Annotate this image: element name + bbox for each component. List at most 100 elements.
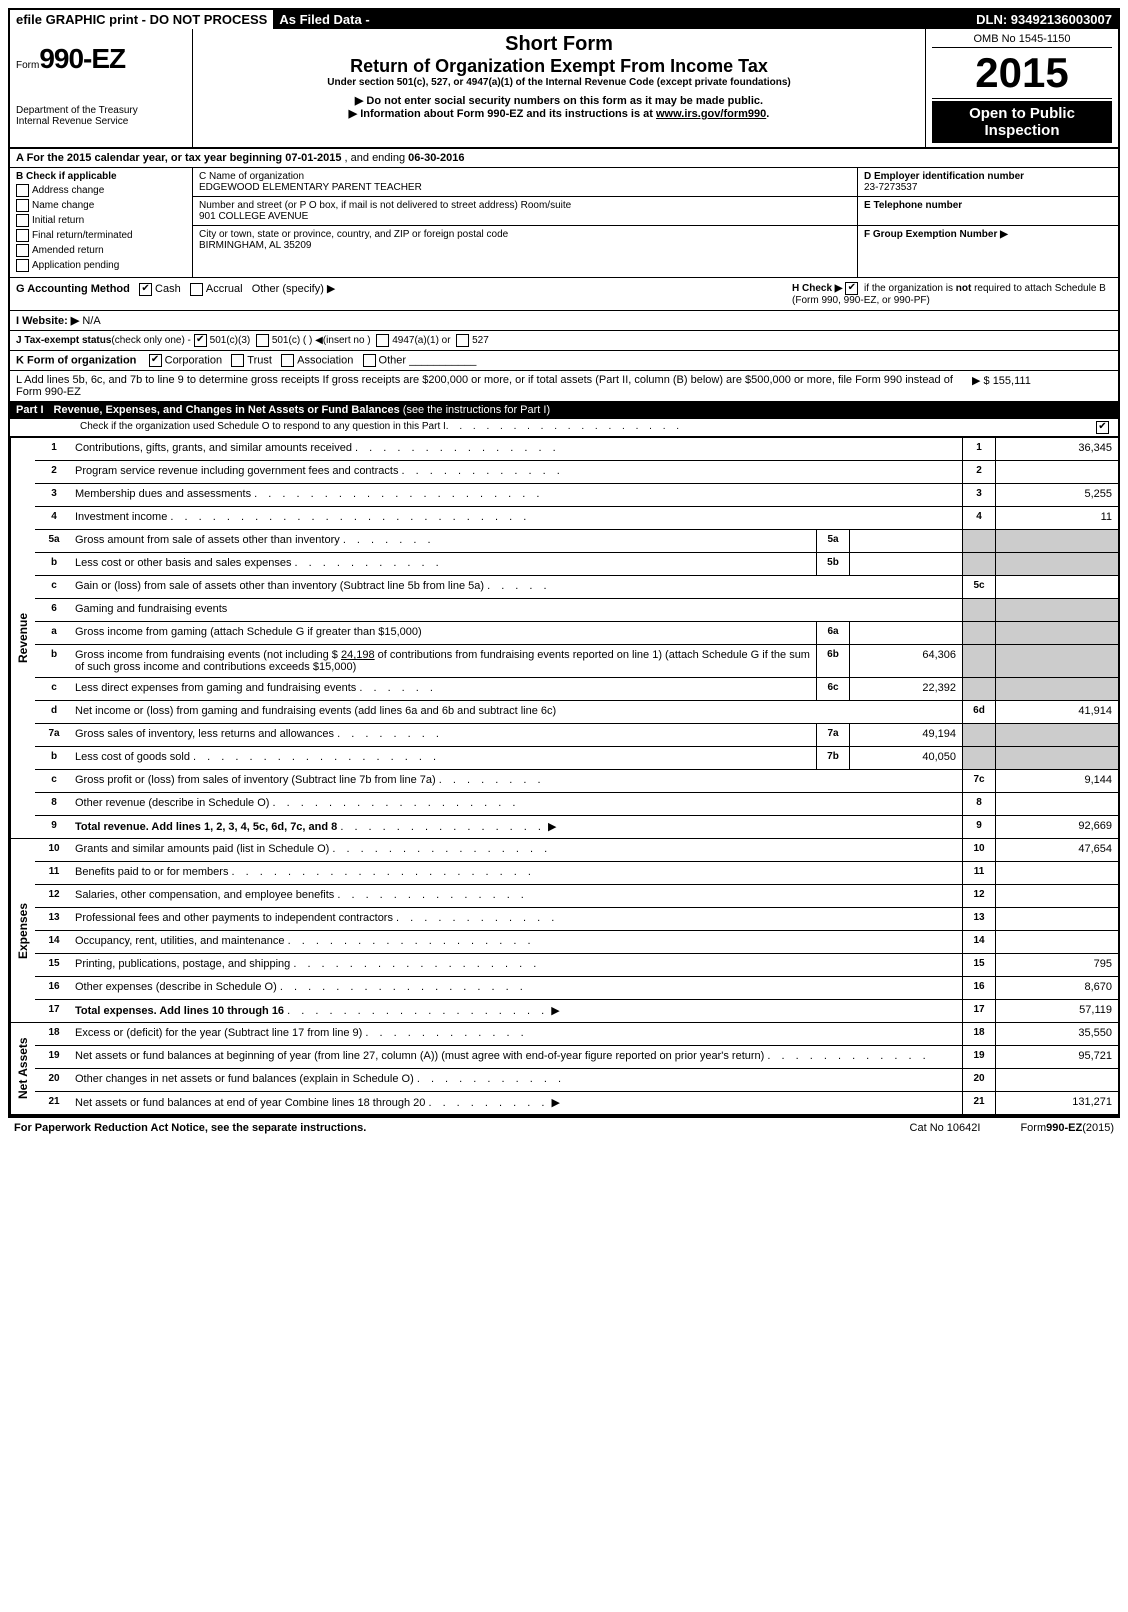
col-c-org: C Name of organization EDGEWOOD ELEMENTA… [193, 168, 858, 277]
line-2: 2Program service revenue including gover… [35, 461, 1118, 484]
omb-number: OMB No 1545-1150 [932, 33, 1112, 48]
chk-address-change[interactable] [16, 184, 29, 197]
chk-initial-return[interactable] [16, 214, 29, 227]
line-12: 12Salaries, other compensation, and empl… [35, 885, 1118, 908]
row-h-schedule-b: H Check ▶ ✔ if the organization is not r… [792, 282, 1112, 306]
line-18: 18Excess or (deficit) for the year (Subt… [35, 1023, 1118, 1046]
col-b-header: B Check if applicable [16, 171, 186, 182]
chk-pending[interactable] [16, 259, 29, 272]
line-15: 15Printing, publications, postage, and s… [35, 954, 1118, 977]
row-a-tax-year: A For the 2015 calendar year, or tax yea… [10, 149, 1118, 168]
chk-501c3[interactable]: ✔ [194, 334, 207, 347]
row-i-website: I Website: ▶ N/A [10, 311, 1118, 331]
chk-corporation[interactable]: ✔ [149, 354, 162, 367]
header-left: Form990-EZ Department of the Treasury In… [10, 29, 193, 147]
bullet-1: ▶ Do not enter social security numbers o… [199, 94, 919, 107]
row-g-accounting: G Accounting Method ✔Cash Accrual Other … [10, 278, 1118, 311]
irs: Internal Revenue Service [16, 116, 186, 127]
row-j-tax-exempt: J Tax-exempt status(check only one) - ✔5… [10, 331, 1118, 351]
part-1-subheader: Check if the organization used Schedule … [10, 419, 1118, 437]
header-mid: Short Form Return of Organization Exempt… [193, 29, 926, 147]
topbar-dln: DLN: 93492136003007 [970, 10, 1118, 29]
row-k-form-org: K Form of organization ✔Corporation Trus… [10, 351, 1118, 371]
chk-name-change[interactable] [16, 199, 29, 212]
group-exemption-label: F Group Exemption Number ▶ [864, 229, 1112, 240]
form-number: 990-EZ [39, 43, 125, 74]
line-7a: 7aGross sales of inventory, less returns… [35, 724, 1118, 747]
topbar-asfiled: As Filed Data - [273, 10, 375, 29]
line-3: 3Membership dues and assessments . . . .… [35, 484, 1118, 507]
line-7b: bLess cost of goods sold . . . . . . . .… [35, 747, 1118, 770]
chk-4947[interactable] [376, 334, 389, 347]
row-l-gross-receipts: L Add lines 5b, 6c, and 7b to line 9 to … [10, 371, 1118, 401]
addr: 901 COLLEGE AVENUE [199, 211, 851, 222]
line-8: 8Other revenue (describe in Schedule O) … [35, 793, 1118, 816]
line-5a: 5aGross amount from sale of assets other… [35, 530, 1118, 553]
line-6b: bGross income from fundraising events (n… [35, 645, 1118, 678]
footer: For Paperwork Reduction Act Notice, see … [8, 1116, 1120, 1138]
chk-trust[interactable] [231, 354, 244, 367]
tax-year: 2015 [932, 48, 1112, 99]
header: Form990-EZ Department of the Treasury In… [10, 29, 1118, 149]
line-4: 4Investment income . . . . . . . . . . .… [35, 507, 1118, 530]
line-9: 9Total revenue. Add lines 1, 2, 3, 4, 5c… [35, 816, 1118, 838]
line-6d: dNet income or (loss) from gaming and fu… [35, 701, 1118, 724]
footer-catno: Cat No 10642I [910, 1122, 981, 1134]
ein-label: D Employer identification number [864, 171, 1112, 182]
line-1: 1Contributions, gifts, grants, and simil… [35, 438, 1118, 461]
city: BIRMINGHAM, AL 35209 [199, 240, 851, 251]
chk-final-return[interactable] [16, 229, 29, 242]
expenses-label: Expenses [10, 839, 35, 1022]
tel-label: E Telephone number [864, 200, 1112, 211]
line-7c: cGross profit or (loss) from sales of in… [35, 770, 1118, 793]
revenue-label: Revenue [10, 438, 35, 838]
netassets-label: Net Assets [10, 1023, 35, 1114]
topbar: efile GRAPHIC print - DO NOT PROCESS As … [10, 10, 1118, 29]
return-subtitle: Under section 501(c), 527, or 4947(a)(1)… [199, 77, 919, 88]
ein: 23-7273537 [864, 182, 1112, 193]
chk-association[interactable] [281, 354, 294, 367]
line-6: 6Gaming and fundraising events [35, 599, 1118, 622]
line-13: 13Professional fees and other payments t… [35, 908, 1118, 931]
chk-amended[interactable] [16, 244, 29, 257]
open-to-public: Open to Public Inspection [932, 101, 1112, 143]
section-bcd: B Check if applicable Address change Nam… [10, 168, 1118, 278]
line-11: 11Benefits paid to or for members . . . … [35, 862, 1118, 885]
part-1-header: Part I Revenue, Expenses, and Changes in… [10, 401, 1118, 419]
dept-treasury: Department of the Treasury [16, 105, 186, 116]
org-name: EDGEWOOD ELEMENTARY PARENT TEACHER [199, 182, 851, 193]
line-6a: aGross income from gaming (attach Schedu… [35, 622, 1118, 645]
chk-527[interactable] [456, 334, 469, 347]
org-name-label: C Name of organization [199, 171, 851, 182]
chk-accrual[interactable] [190, 283, 203, 296]
chk-other-org[interactable] [363, 354, 376, 367]
line-17: 17Total expenses. Add lines 10 through 1… [35, 1000, 1118, 1022]
line-10: 10Grants and similar amounts paid (list … [35, 839, 1118, 862]
col-d: D Employer identification number 23-7273… [858, 168, 1118, 277]
addr-label: Number and street (or P O box, if mail i… [199, 200, 851, 211]
header-right: OMB No 1545-1150 2015 Open to Public Ins… [926, 29, 1118, 147]
chk-cash[interactable]: ✔ [139, 283, 152, 296]
line-5b: bLess cost or other basis and sales expe… [35, 553, 1118, 576]
col-b-check: B Check if applicable Address change Nam… [10, 168, 193, 277]
return-title: Return of Organization Exempt From Incom… [199, 56, 919, 77]
line-5c: cGain or (loss) from sale of assets othe… [35, 576, 1118, 599]
city-label: City or town, state or province, country… [199, 229, 851, 240]
line-6c: cLess direct expenses from gaming and fu… [35, 678, 1118, 701]
line-16: 16Other expenses (describe in Schedule O… [35, 977, 1118, 1000]
revenue-section: Revenue 1Contributions, gifts, grants, a… [10, 437, 1118, 838]
bullet-2: ▶ Information about Form 990-EZ and its … [199, 107, 919, 120]
expenses-section: Expenses 10Grants and similar amounts pa… [10, 838, 1118, 1022]
irs-link[interactable]: www.irs.gov/form990 [656, 108, 766, 120]
chk-schedule-o[interactable]: ✔ [1096, 421, 1109, 434]
topbar-efile: efile GRAPHIC print - DO NOT PROCESS [10, 10, 273, 29]
footer-form: Form990-EZ(2015) [1020, 1122, 1114, 1134]
short-form: Short Form [199, 33, 919, 56]
chk-501c[interactable] [256, 334, 269, 347]
form-prefix: Form [16, 60, 39, 71]
chk-schedule-b-not-required[interactable]: ✔ [845, 282, 858, 295]
form-990ez: efile GRAPHIC print - DO NOT PROCESS As … [8, 8, 1120, 1116]
footer-paperwork: For Paperwork Reduction Act Notice, see … [14, 1122, 366, 1134]
line-20: 20Other changes in net assets or fund ba… [35, 1069, 1118, 1092]
gross-receipts-amount: ▶ $ 155,111 [972, 374, 1112, 398]
